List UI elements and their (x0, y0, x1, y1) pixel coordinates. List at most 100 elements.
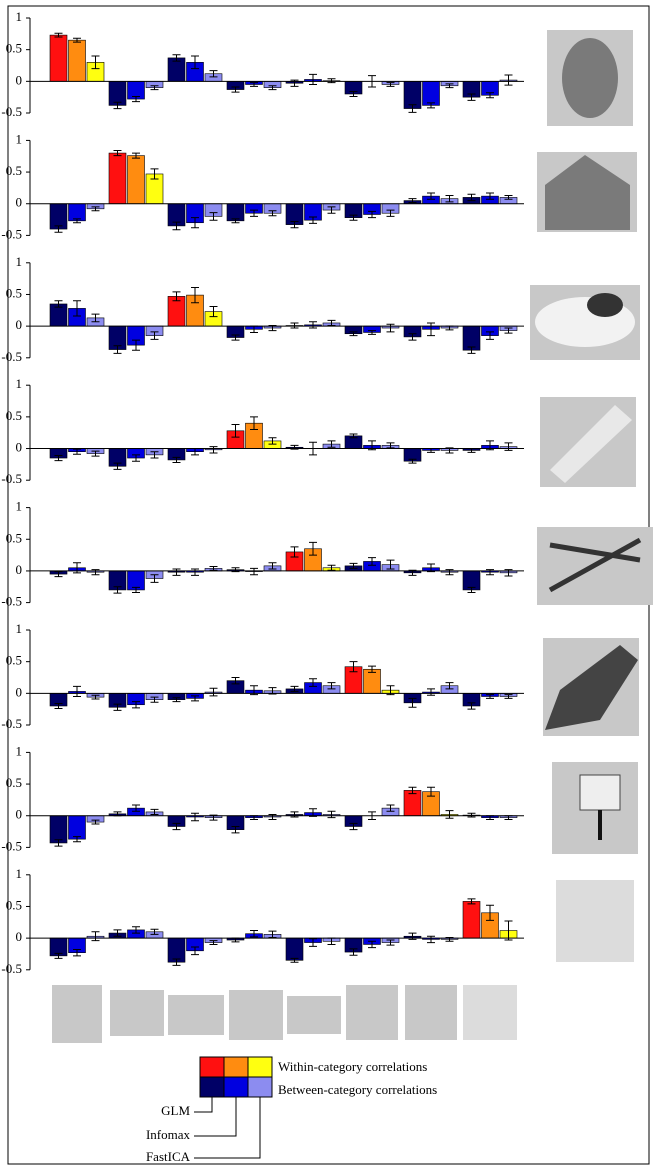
error-bar (349, 661, 358, 673)
error-bar (231, 218, 240, 224)
error-bar (268, 562, 277, 570)
error-bar (113, 929, 122, 937)
y-tick-label: 0 (16, 807, 23, 822)
error-bar (73, 685, 81, 697)
error-bar (427, 102, 435, 109)
error-bar (327, 682, 336, 690)
error-bar (209, 70, 218, 78)
y-tick-label: 0.5 (6, 653, 22, 668)
error-bar (91, 55, 100, 70)
error-bar (486, 904, 494, 921)
error-bar (172, 958, 181, 966)
error-bar (408, 697, 417, 708)
error-bar (268, 437, 277, 445)
y-tick-label: 0.5 (6, 775, 22, 790)
error-bar (209, 566, 218, 571)
y-tick-label: -0.5 (1, 104, 22, 119)
error-bar (486, 92, 494, 99)
y-tick-label: 1 (16, 131, 23, 146)
error-bar (231, 826, 240, 834)
y-tick-label: 0.5 (6, 285, 22, 300)
error-bar (327, 440, 336, 448)
error-bar (386, 559, 395, 570)
y-tick-label: 1 (16, 866, 23, 881)
scissors-blade (548, 537, 642, 593)
legend-method: FastICA (146, 1149, 191, 1164)
category-images (52, 30, 653, 1043)
bar (127, 155, 145, 205)
error-bar (191, 55, 199, 70)
error-bar (349, 822, 358, 831)
error-bar (386, 804, 395, 812)
error-bar (368, 210, 376, 219)
error-bar (150, 928, 159, 935)
error-bar (113, 101, 122, 110)
error-bar (427, 563, 435, 573)
error-bar (467, 93, 476, 101)
legend-within: Within-category correlations (278, 1059, 427, 1074)
thumb-shoe (346, 985, 398, 1040)
error-bar (386, 209, 395, 217)
error-bar (250, 209, 258, 217)
error-bar (408, 786, 417, 795)
error-bar (368, 557, 376, 566)
error-bar (504, 442, 513, 451)
error-bar (309, 678, 317, 687)
error-bar (504, 327, 513, 334)
legend: Within-category correlations Between-cat… (146, 1059, 437, 1164)
error-bar (231, 423, 240, 438)
error-bar (349, 562, 358, 569)
error-bar (467, 812, 476, 818)
y-tick-label: -0.5 (1, 961, 22, 976)
error-bar (504, 195, 513, 200)
y-tick-label: -0.5 (1, 471, 22, 486)
error-bar (209, 306, 218, 318)
error-bar (486, 192, 494, 200)
error-bar (427, 688, 435, 696)
error-bar (327, 564, 336, 571)
error-bar (504, 74, 513, 86)
legend-method: GLM (161, 1103, 190, 1118)
error-bar (504, 920, 513, 941)
bar (68, 815, 86, 840)
error-bar (73, 300, 81, 317)
error-bar (427, 322, 435, 337)
error-bar (467, 346, 476, 354)
bar (226, 203, 245, 222)
error-bar (386, 323, 395, 333)
error-bar (54, 455, 63, 462)
y-tick-label: 1 (16, 254, 23, 269)
error-bar (231, 677, 240, 685)
error-bar (54, 571, 63, 578)
thumb-bottle (229, 990, 283, 1040)
y-tick-label: -0.5 (1, 349, 22, 364)
error-bar (349, 214, 358, 221)
y-tick-label: 0.5 (6, 897, 22, 912)
error-bar (386, 939, 395, 946)
noise-image (556, 880, 634, 962)
error-bar (91, 450, 100, 457)
thumb-cat (168, 995, 224, 1035)
error-bar (309, 541, 317, 556)
bar (49, 203, 68, 230)
error-bar (349, 331, 358, 337)
error-bar (309, 808, 317, 817)
y-tick-label: -0.5 (1, 226, 22, 241)
error-bar (191, 695, 199, 702)
legend-bracket (194, 1097, 237, 1137)
error-bar (290, 546, 299, 558)
error-bar (132, 804, 140, 812)
error-bar (231, 86, 240, 93)
error-bar (290, 685, 299, 692)
y-tick-label: 0 (16, 440, 23, 455)
error-bar (327, 206, 336, 214)
error-bar (467, 898, 476, 905)
error-bar (445, 83, 454, 89)
error-bar (290, 322, 299, 329)
error-bar (486, 694, 494, 699)
y-tick-label: 1 (16, 376, 23, 391)
error-bar (268, 85, 277, 91)
error-bar (73, 448, 81, 455)
error-bar (150, 85, 159, 91)
